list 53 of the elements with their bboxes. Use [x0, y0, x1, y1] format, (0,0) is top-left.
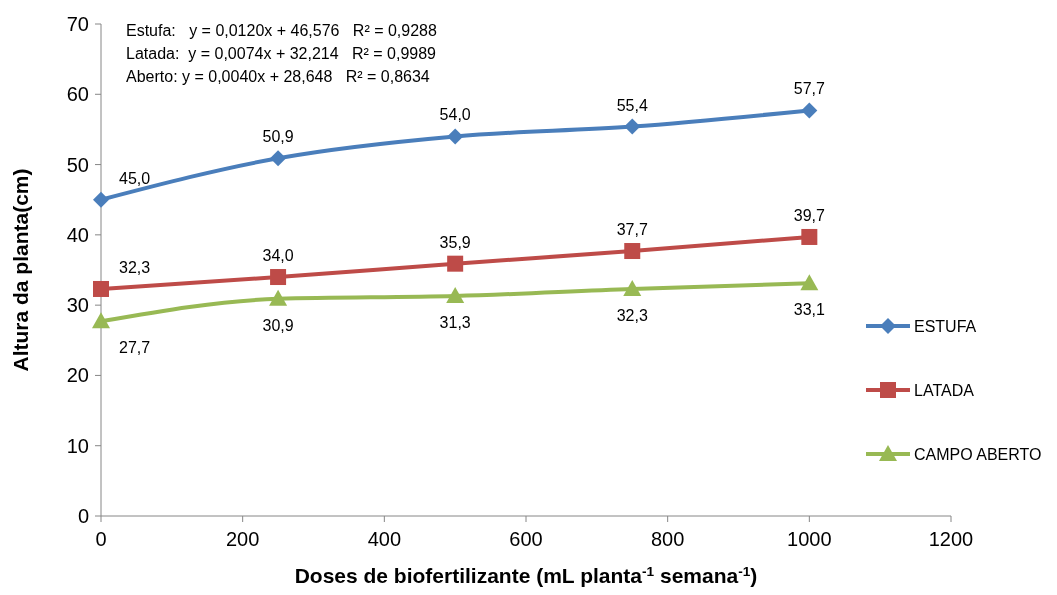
- y-tick-label: 20: [66, 364, 89, 387]
- annotation: Latada: y = 0,0074x + 32,214 R² = 0,9989: [126, 45, 437, 62]
- data-label: 37,7: [616, 221, 648, 239]
- point: [93, 191, 109, 208]
- point: [446, 287, 465, 304]
- point: [801, 102, 818, 119]
- data-label: 54,0: [439, 106, 471, 124]
- data-label: 35,9: [439, 233, 471, 251]
- x-tick-label: 200: [225, 528, 260, 550]
- data-label: 50,9: [262, 128, 294, 146]
- point: [800, 274, 819, 291]
- point: [92, 312, 110, 329]
- data-label: 32,3: [616, 306, 648, 324]
- point: [447, 128, 464, 145]
- y-axis-title: Altura da planta(cm): [9, 168, 32, 372]
- y-tick-label: 60: [66, 83, 89, 106]
- legend-label: ESTUFA: [914, 317, 977, 335]
- x-tick-label: 600: [509, 528, 543, 550]
- y-tick-label: 0: [77, 505, 89, 527]
- data-label: 27,7: [119, 339, 151, 357]
- y-tick-label: 50: [66, 153, 89, 176]
- data-label: 55,4: [616, 96, 648, 114]
- y-tick-label: 70: [66, 13, 89, 35]
- legend-label: LATADA: [914, 381, 975, 399]
- annotation: Estufa: y = 0,0120x + 46,576 R² = 0,9288: [126, 22, 437, 39]
- data-label: 45,0: [119, 169, 151, 187]
- data-label: 34,0: [262, 247, 294, 265]
- point: [624, 118, 641, 135]
- data-label: 30,9: [262, 316, 294, 334]
- point: [270, 150, 287, 167]
- x-tick-label: 800: [650, 528, 685, 550]
- x-tick-label: 0: [95, 528, 107, 550]
- data-label: 32,3: [119, 258, 151, 276]
- point: [623, 279, 642, 296]
- x-tick-label: 1200: [928, 528, 974, 550]
- point: [270, 269, 287, 286]
- legend-label: CAMPO ABERTO: [914, 445, 1042, 463]
- data-label: 39,7: [793, 206, 826, 224]
- point: [447, 255, 464, 272]
- y-tick-label: 30: [66, 294, 89, 317]
- data-label: 57,7: [793, 80, 826, 98]
- point: [624, 243, 641, 260]
- point: [93, 280, 109, 297]
- x-tick-label: 1000: [787, 528, 832, 550]
- point: [801, 228, 818, 245]
- annotation: Aberto: y = 0,0040x + 28,648 R² = 0,8634: [126, 68, 430, 85]
- y-tick-label: 40: [66, 223, 89, 246]
- x-tick-label: 400: [367, 528, 402, 550]
- x-axis-title: Doses de biofertilizante (mL planta$^{-1}$ semana$^{-1}$): [294, 563, 758, 587]
- data-label: 33,1: [793, 301, 826, 319]
- point: [269, 289, 288, 306]
- y-tick-label: 10: [66, 434, 89, 457]
- data-label: 31,3: [439, 314, 471, 332]
